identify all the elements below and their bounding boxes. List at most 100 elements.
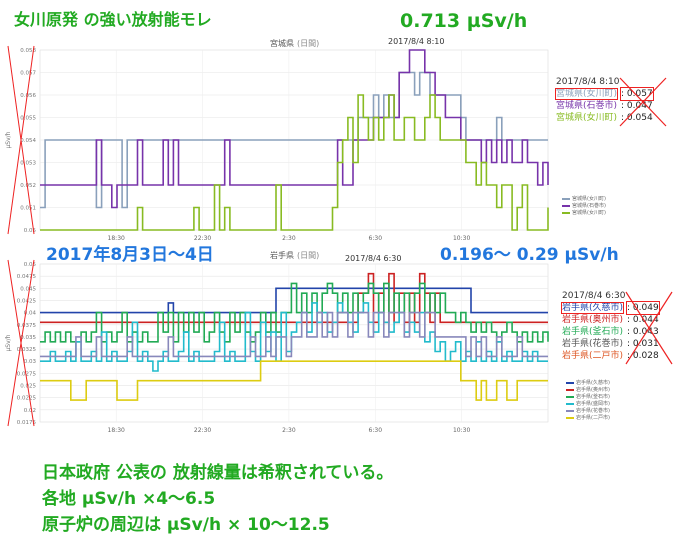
tooltip-row: 岩手県(二戸市): 0.028 [562,350,659,362]
tooltip-row: 岩手県(久慈市): 0.049 [560,301,660,315]
x-tick-label: 10:30 [453,427,470,434]
x-tick-label: 18:30 [108,427,125,434]
headline-date: 2017年8月3日〜4日 [46,245,214,265]
chart-miyagi-plot: 0.05 0.051 0.052 0.053 0.054 0.055 0.056 0.057 0… [5,45,549,240]
x-tick-label: 2:30 [282,427,296,434]
legend-item[interactable]: 岩手県(久慈市) [566,380,610,387]
x-tick-label: 2:30 [282,235,296,240]
legend-swatch [566,381,574,384]
legend-label: 岩手県(花巻市) [576,408,610,414]
y-tick-label: 0.05 [24,228,37,234]
footer-line-2: 各地 µSv/h ×4〜6.5 [42,489,216,509]
red-cross-mark [7,259,35,427]
tooltip-label: 岩手県(奥州市) [562,315,624,325]
y-tick-label: 0.0175 [17,420,37,426]
red-strike-mark [625,291,673,365]
series-line [40,49,549,209]
tooltip-row: 岩手県(奥州市): 0.044 [562,314,659,326]
tooltip-value: : 0.044 [627,315,659,325]
legend-item[interactable]: 宮城県(女川町) [562,210,606,217]
y-tick-label: 0.055 [20,116,36,122]
chart-iwate-cursor-time: 2017/8/4 6:30 [345,254,402,263]
y-tick-label: 0.0325 [17,347,37,353]
headline-range: 0.196〜 0.29 µSv/h [440,245,619,265]
red-cross-mark [7,45,35,235]
y-tick-label: 0.056 [20,93,36,99]
series-line [40,282,549,343]
tooltip-row: 宮城県(女川町): 0.057 [554,87,654,101]
legend-item[interactable]: 岩手県(釜石市) [566,394,610,401]
tooltip-row: 岩手県(花巻市): 0.031 [562,338,659,350]
legend-label: 岩手県(二戸市) [576,415,610,421]
y-tick-label: 0.053 [20,161,36,167]
y-axis-label: µSv/h [5,334,12,351]
chart-iwate-legend: 岩手県(久慈市) 岩手県(奥州市) 岩手県(釜石市) 岩手県(盛岡市) 岩手県(花巻市)… [566,380,610,422]
chart-miyagi-legend: 宮城県(女川町) 宮城県(石巻市) 宮城県(女川町) [562,196,606,217]
series-line [40,287,548,314]
legend-item[interactable]: 岩手県(二戸市) [566,415,610,422]
x-tick-label: 10:30 [453,235,470,240]
y-tick-label: 0.0225 [17,396,37,402]
legend-item[interactable]: 岩手県(奥州市) [566,387,610,394]
legend-label: 宮城県(石巻市) [572,203,606,209]
y-tick-label: 0.025 [20,384,36,390]
series-line [40,94,549,231]
y-tick-label: 0.054 [20,138,36,144]
x-tick-label: 22:30 [194,427,211,434]
x-tick-label: 6:30 [369,235,383,240]
y-tick-label: 0.058 [20,48,36,54]
chart-iwate-title: 岩手県 (日間) [270,251,320,260]
tooltip-row: 岩手県(釜石市): 0.043 [562,326,659,338]
chart-iwate-tooltip: 2017/8/4 6:30 岩手県(久慈市): 0.049 岩手県(奥州市): 0.… [560,290,673,365]
legend-label: 岩手県(奥州市) [576,387,610,393]
tooltip-label: 宮城県(女川町) [556,113,618,123]
legend-swatch [566,388,574,391]
y-tick-label: 0.0275 [17,371,37,377]
tooltip-value: : 0.043 [627,327,659,337]
tooltip-value: : 0.031 [627,339,659,349]
legend-swatch [566,416,574,419]
legend-item[interactable]: 岩手県(花巻市) [566,408,610,415]
tooltip-label: 岩手県(花巻市) [562,339,624,349]
tooltip-label: 岩手県(釜石市) [562,327,624,337]
y-tick-label: 0.035 [20,335,36,341]
y-tick-label: 0.05 [24,262,37,268]
red-strike-mark [619,77,667,127]
y-tick-label: 0.03 [24,359,37,365]
y-tick-label: 0.04 [24,311,37,317]
legend-swatch [566,395,574,398]
legend-label: 岩手県(盛岡市) [576,401,610,407]
x-tick-label: 18:30 [108,235,125,240]
tooltip-time: 2017/8/4 8:10 [556,77,620,87]
headline-title: 女川原発 の強い放射能モレ [14,10,212,29]
tooltip-label: 岩手県(久慈市) [560,302,625,314]
y-tick-label: 0.045 [20,286,36,292]
tooltip-label: 宮城県(女川町) [554,88,619,100]
y-axis-label: µSv/h [5,131,12,148]
y-tick-label: 0.0375 [17,323,37,329]
y-tick-label: 0.057 [20,71,36,77]
tooltip-row: 宮城県(石巻市): 0.047 [556,100,653,112]
y-tick-label: 0.0475 [17,274,37,280]
x-tick-label: 22:30 [194,235,211,240]
footer-line-1: 日本政府 公表の 放射線量は希釈されている。 [42,463,394,483]
series-line [40,71,548,209]
legend-item[interactable]: 宮城県(石巻市) [562,203,606,210]
x-tick-label: 6:30 [369,427,383,434]
legend-label: 宮城県(女川町) [572,210,606,216]
chart-iwate: 岩手県 (日間) 2017/8/4 6:30 0.0175 0.02 0.0225 0.… [0,250,680,440]
legend-label: 岩手県(釜石市) [576,394,610,400]
chart-miyagi: 宮城県 (日間) 2017/8/4 8:10 0.05 0.051 0.052 0.05… [0,30,680,240]
legend-item[interactable]: 岩手県(盛岡市) [566,401,610,408]
legend-swatch [566,409,574,412]
legend-item[interactable]: 宮城県(女川町) [562,196,606,203]
legend-swatch [562,204,570,207]
tooltip-label: 岩手県(二戸市) [562,351,624,361]
y-tick-label: 0.02 [24,408,36,414]
legend-swatch [562,197,570,200]
chart-miyagi-title: 宮城県 (日間) [270,39,320,48]
tooltip-value: : 0.057 [620,87,654,101]
legend-swatch [562,211,570,214]
y-tick-label: 0.0425 [17,298,37,304]
tooltip-value: : 0.054 [621,113,653,123]
